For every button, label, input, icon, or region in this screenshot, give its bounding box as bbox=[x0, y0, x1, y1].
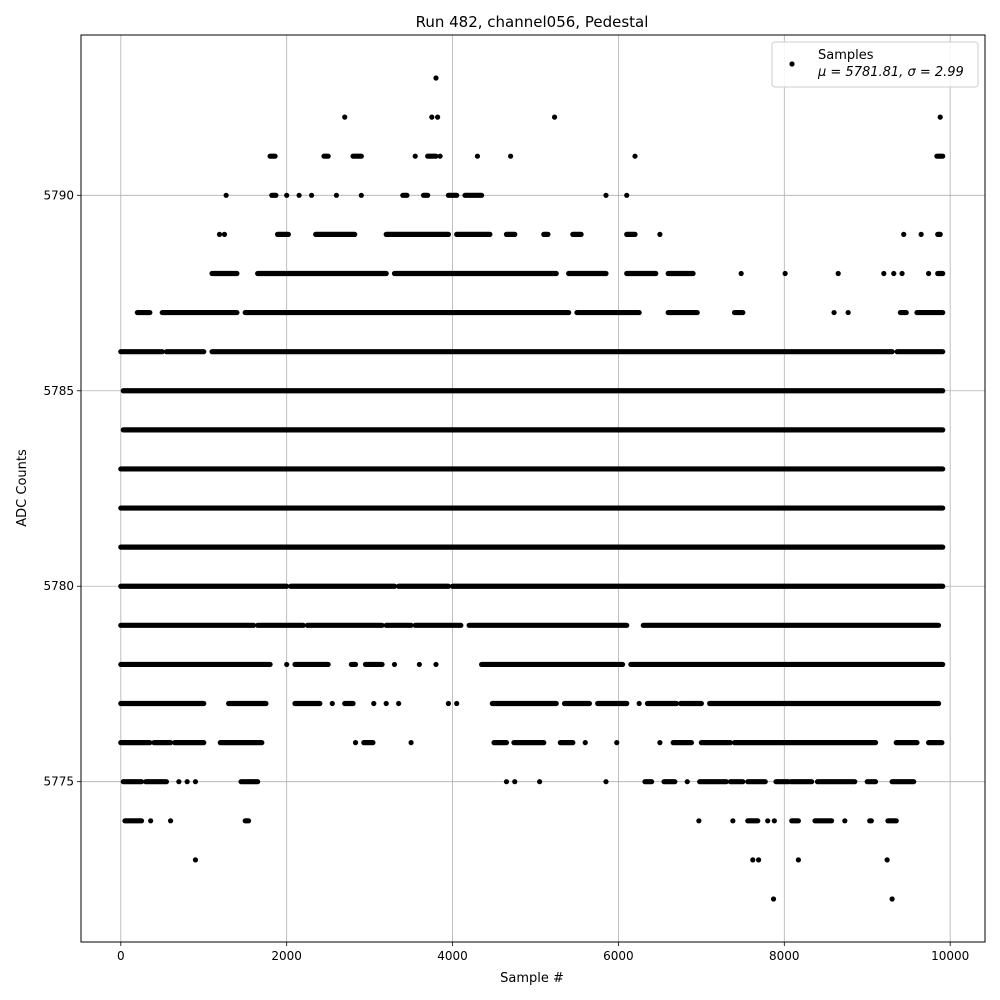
x-tick-label: 8000 bbox=[769, 949, 800, 963]
data-point bbox=[899, 270, 905, 277]
data-point bbox=[433, 661, 439, 668]
data-point bbox=[551, 114, 558, 120]
data-point bbox=[901, 231, 907, 237]
data-point bbox=[891, 270, 897, 277]
data-point bbox=[918, 231, 924, 237]
data-point bbox=[614, 740, 620, 746]
data-point bbox=[782, 270, 788, 277]
data-point bbox=[738, 270, 744, 277]
data-point bbox=[342, 114, 348, 120]
data-point bbox=[383, 700, 389, 707]
data-point bbox=[221, 231, 228, 237]
data-point bbox=[358, 192, 364, 198]
data-point bbox=[176, 779, 182, 785]
data-point bbox=[881, 270, 887, 277]
y-axis-label: ADC Counts bbox=[15, 449, 30, 527]
x-tick-label: 6000 bbox=[603, 949, 634, 963]
plot-frame bbox=[80, 34, 986, 943]
data-point bbox=[474, 153, 481, 159]
x-tick-label: 4000 bbox=[437, 949, 468, 963]
x-tick-label: 0 bbox=[117, 949, 125, 963]
x-axis: 0 2000 4000 6000 8000 10000 bbox=[117, 942, 969, 963]
data-point bbox=[770, 896, 777, 902]
data-point bbox=[192, 857, 199, 863]
data-point bbox=[184, 779, 190, 785]
legend: Samples μ = 5781.81, σ = 2.99 bbox=[771, 41, 979, 88]
data-point bbox=[391, 661, 398, 668]
data-point bbox=[352, 740, 359, 746]
y-tick-label: 5785 bbox=[43, 384, 74, 398]
data-point bbox=[333, 192, 340, 198]
data-point bbox=[537, 779, 543, 785]
data-point bbox=[284, 661, 290, 668]
data-point bbox=[889, 896, 895, 902]
data-point bbox=[730, 818, 736, 824]
data-point bbox=[308, 192, 315, 198]
data-point bbox=[795, 857, 801, 863]
data-point bbox=[223, 192, 229, 198]
data-point bbox=[696, 818, 702, 824]
data-point bbox=[437, 153, 443, 159]
data-point bbox=[408, 740, 414, 746]
legend-series-label: Samples bbox=[818, 48, 874, 63]
data-point bbox=[454, 700, 460, 707]
data-point bbox=[657, 231, 663, 237]
y-tick-label: 5775 bbox=[43, 775, 74, 789]
data-point bbox=[371, 700, 377, 707]
data-point bbox=[845, 309, 851, 316]
data-point bbox=[624, 192, 630, 198]
data-point bbox=[429, 114, 435, 120]
legend-marker bbox=[789, 61, 795, 67]
data-point bbox=[412, 153, 418, 159]
data-point bbox=[831, 309, 837, 316]
data-point bbox=[296, 192, 302, 198]
data-point bbox=[284, 192, 290, 198]
data-point bbox=[192, 779, 199, 785]
x-tick-label: 10000 bbox=[931, 949, 969, 963]
data-point bbox=[582, 740, 588, 746]
data-point bbox=[329, 700, 335, 707]
data-point bbox=[445, 700, 452, 707]
data-point bbox=[435, 114, 441, 120]
data-point bbox=[884, 857, 890, 863]
data-point bbox=[632, 153, 638, 159]
chart-title: Run 482, channel056, Pedestal bbox=[416, 13, 649, 31]
data-point bbox=[636, 700, 642, 707]
data-points bbox=[118, 75, 946, 902]
data-point bbox=[765, 818, 771, 824]
legend-stats-label: μ = 5781.81, σ = 2.99 bbox=[817, 65, 964, 80]
data-point bbox=[603, 192, 609, 198]
data-point bbox=[433, 75, 439, 81]
data-point bbox=[512, 779, 518, 785]
y-tick-label: 5780 bbox=[43, 579, 74, 593]
data-point bbox=[508, 153, 514, 159]
data-point bbox=[926, 270, 932, 277]
data-point bbox=[684, 779, 690, 785]
data-point bbox=[396, 700, 402, 707]
data-point bbox=[937, 114, 943, 120]
x-axis-label: Sample # bbox=[500, 971, 564, 986]
data-point bbox=[167, 818, 174, 824]
data-point bbox=[771, 818, 777, 824]
legend-box bbox=[771, 41, 979, 88]
data-point bbox=[657, 740, 663, 746]
y-axis: 5775 5780 5785 5790 bbox=[43, 188, 81, 789]
data-point bbox=[416, 661, 422, 668]
data-point bbox=[216, 231, 223, 237]
data-point bbox=[503, 779, 510, 785]
data-point bbox=[755, 857, 762, 863]
y-tick-label: 5790 bbox=[43, 188, 74, 202]
data-point bbox=[148, 818, 154, 824]
x-tick-label: 2000 bbox=[271, 949, 302, 963]
data-point bbox=[750, 857, 756, 863]
data-point bbox=[603, 779, 609, 785]
data-point bbox=[835, 270, 841, 277]
data-point bbox=[842, 818, 848, 824]
